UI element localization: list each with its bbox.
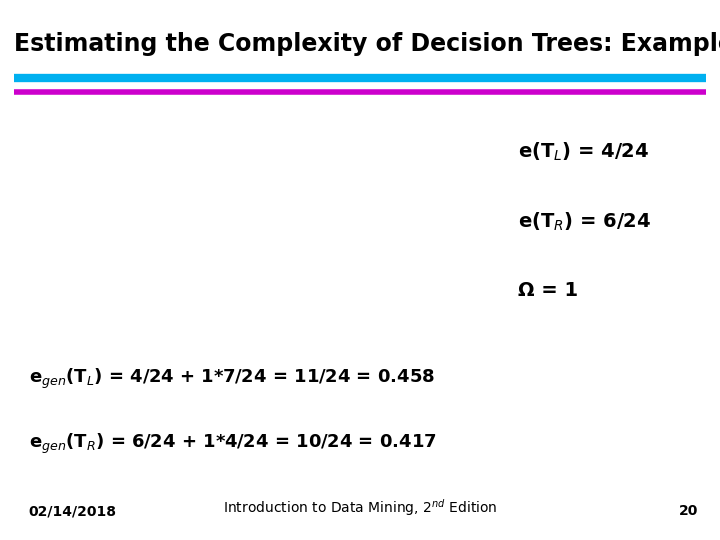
Text: Ω = 1: Ω = 1 (518, 281, 579, 300)
Text: e(T$_L$) = 4/24: e(T$_L$) = 4/24 (518, 140, 649, 163)
Text: e$_{gen}$(T$_R$) = 6/24 + 1*4/24 = 10/24 = 0.417: e$_{gen}$(T$_R$) = 6/24 + 1*4/24 = 10/24… (29, 432, 436, 456)
Text: 20: 20 (679, 504, 698, 518)
Text: Estimating the Complexity of Decision Trees: Example: Estimating the Complexity of Decision Tr… (14, 32, 720, 56)
Text: e$_{gen}$(T$_L$) = 4/24 + 1*7/24 = 11/24 = 0.458: e$_{gen}$(T$_L$) = 4/24 + 1*7/24 = 11/24… (29, 367, 435, 392)
Text: e(T$_R$) = 6/24: e(T$_R$) = 6/24 (518, 211, 651, 233)
Text: Introduction to Data Mining, 2$^{nd}$ Edition: Introduction to Data Mining, 2$^{nd}$ Ed… (222, 497, 498, 518)
Text: 02/14/2018: 02/14/2018 (29, 504, 117, 518)
